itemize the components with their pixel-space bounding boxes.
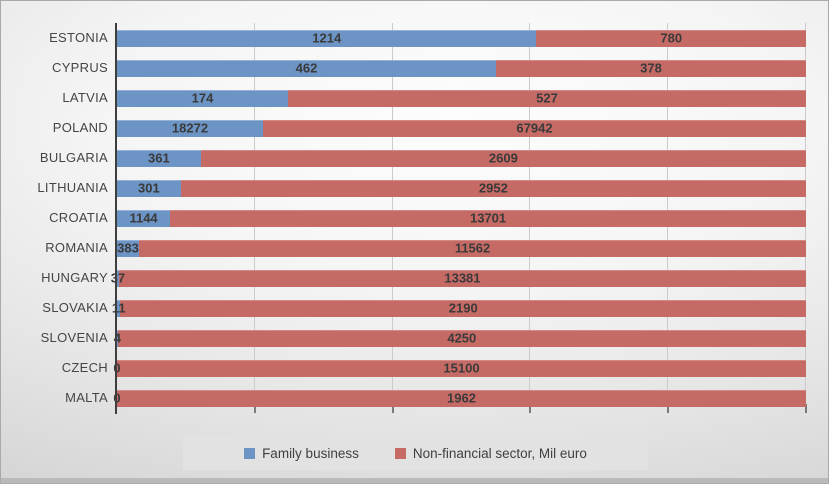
category-label: ROMANIA — [45, 240, 108, 255]
axis-tick — [529, 404, 532, 413]
category-label: HUNGARY — [41, 270, 108, 285]
category-label: CROATIA — [49, 210, 108, 225]
value-label-non-financial: 527 — [536, 90, 558, 106]
legend-item-family-business: Family business — [244, 446, 359, 461]
category-label: ESTONIA — [49, 30, 108, 45]
value-label-family-business: 0 — [113, 360, 121, 376]
value-label-non-financial: 2952 — [478, 180, 508, 196]
value-label-family-business: 361 — [148, 150, 170, 166]
category-label: MALTA — [65, 390, 108, 405]
bar-segment-non-financial — [263, 119, 806, 137]
value-label-family-business: 1144 — [129, 210, 158, 226]
value-label-family-business: 174 — [191, 90, 214, 106]
value-label-family-business: 4 — [113, 330, 121, 346]
bar-segment-non-financial — [118, 269, 806, 287]
bar-segment-family-business — [117, 119, 264, 137]
slide-bottom-edge — [1, 478, 828, 483]
axis-tick — [805, 404, 807, 413]
value-label-non-financial: 15100 — [443, 360, 480, 376]
bar-segment-family-business — [117, 149, 201, 167]
category-label: CYPRUS — [52, 60, 108, 75]
value-label-family-business: 11 — [111, 300, 126, 316]
legend-label-family-business: Family business — [262, 445, 359, 461]
bar-segment-family-business — [117, 59, 496, 77]
bar-segment-family-business — [117, 209, 171, 227]
legend-item-non-financial: Non-financial sector, Mil euro — [394, 445, 587, 461]
value-label-non-financial: 2190 — [448, 300, 478, 316]
value-label-family-business: 462 — [295, 60, 318, 76]
axis-tick — [667, 404, 670, 413]
bar-segment-non-financial — [117, 329, 806, 347]
y-axis-line — [115, 23, 117, 414]
bar-segment-family-business — [117, 269, 119, 287]
bar-segment-non-financial — [288, 89, 806, 107]
category-label: CZECH — [61, 360, 108, 375]
value-label-non-financial: 780 — [660, 30, 683, 46]
axis-tick — [391, 404, 394, 413]
bar-segment-non-financial — [536, 29, 806, 47]
bar-segment-family-business — [117, 239, 140, 257]
value-label-non-financial: 4250 — [447, 330, 477, 346]
category-label: BULGARIA — [39, 150, 108, 165]
value-label-non-financial: 13381 — [444, 270, 481, 286]
value-label-family-business: 37 — [110, 270, 126, 286]
value-label-non-financial: 13701 — [469, 210, 507, 226]
bar-segment-non-financial — [117, 389, 806, 407]
category-label: LATVIA — [62, 90, 108, 105]
bar-segment-non-financial — [139, 239, 806, 257]
bar-segment-non-financial — [117, 359, 806, 377]
value-label-non-financial: 1962 — [447, 390, 476, 406]
category-label: LITHUANIA — [37, 180, 108, 195]
value-label-non-financial: 11562 — [454, 240, 491, 256]
bar-segment-family-business — [117, 89, 289, 107]
bar-segment-non-financial — [180, 179, 806, 197]
legend-swatch-family-business-icon — [244, 447, 256, 459]
bar-segment-non-financial — [200, 149, 806, 167]
value-label-non-financial: 67942 — [516, 120, 553, 136]
value-label-family-business: 383 — [117, 240, 139, 256]
value-label-family-business: 301 — [138, 180, 160, 196]
legend-label-non-financial: Non-financial sector, Mil euro — [412, 445, 587, 461]
legend-swatch-non-financial-icon — [394, 447, 406, 459]
value-label-non-financial: 378 — [640, 60, 662, 76]
value-label-family-business: 18272 — [171, 120, 209, 136]
bar-segment-family-business — [117, 299, 121, 317]
value-label-family-business: 1214 — [312, 30, 342, 46]
bar-segment-non-financial — [170, 209, 806, 227]
bar-segment-non-financial — [120, 299, 806, 317]
legend: Family business Non-financial sector, Mi… — [183, 436, 648, 470]
plot-area: 1214 780 462 378 174 527 18272 67942 361 2609 301 2… — [111, 23, 807, 414]
bar-segment-non-financial — [495, 59, 806, 77]
category-label: SLOVENIA — [40, 330, 108, 345]
value-label-non-financial: 2609 — [488, 150, 518, 166]
value-label-family-business: 0 — [113, 390, 121, 406]
bar-segment-family-business — [117, 329, 118, 347]
category-label: POLAND — [52, 120, 108, 135]
category-label: SLOVAKIA — [42, 300, 108, 315]
bar-segment-family-business — [117, 29, 537, 47]
bar-segment-family-business — [117, 179, 181, 197]
axis-tick — [253, 404, 256, 413]
